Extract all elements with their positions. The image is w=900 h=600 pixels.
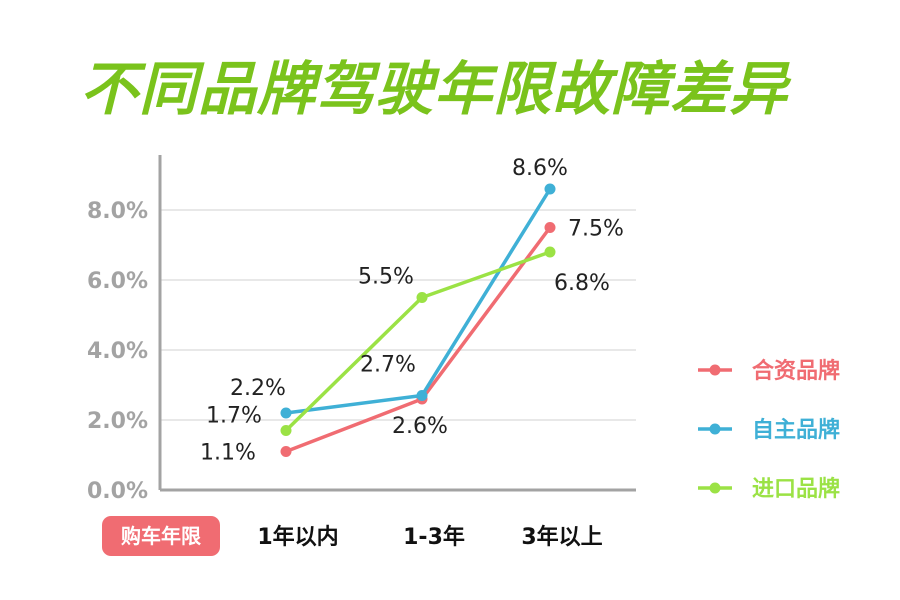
chart-title: 不同品牌驾驶年限故障差异 [80, 55, 789, 123]
data-label: 2.7% [360, 353, 416, 378]
data-point [416, 292, 428, 303]
legend-label: 合资品牌 [752, 358, 840, 384]
data-point [280, 425, 292, 436]
y-axis-ticks: 0.0% 2.0% 4.0% 6.0% 8.0% [87, 199, 148, 504]
y-tick-label: 0.0% [87, 479, 148, 504]
data-label: 7.5% [568, 217, 624, 242]
data-label: 5.5% [358, 265, 414, 290]
gridlines [160, 209, 636, 421]
legend-swatch-dot [709, 364, 721, 376]
x-tick-label: 1-3年 [403, 524, 465, 550]
legend-swatch-dot [709, 423, 721, 435]
x-axis-ticks: 1年以内 1-3年 3年以上 [257, 524, 602, 550]
data-label: 2.6% [392, 414, 448, 439]
y-tick-label: 6.0% [87, 269, 148, 294]
legend-label: 进口品牌 [752, 476, 840, 502]
data-label: 2.2% [230, 376, 286, 401]
data-point [280, 407, 292, 419]
data-point [544, 246, 556, 258]
data-label: 1.7% [206, 404, 262, 429]
data-point [544, 183, 556, 195]
data-label: 8.6% [512, 156, 568, 181]
x-tick-label: 1年以内 [257, 524, 338, 550]
data-label: 1.1% [200, 441, 256, 466]
legend-swatch-dot [709, 482, 721, 494]
legend-label: 自主品牌 [752, 417, 840, 443]
data-label: 6.8% [554, 271, 610, 296]
x-axis-badge: 购车年限 [102, 516, 220, 556]
y-tick-label: 4.0% [87, 339, 148, 364]
series-group [280, 183, 556, 457]
y-tick-label: 8.0% [87, 199, 148, 224]
x-tick-label: 3年以上 [521, 524, 602, 550]
data-labels: 1.1% 2.6% 7.5% 2.2% 2.7% 8.6% 1.7% 5.5% 6.8% [200, 156, 624, 466]
data-point [544, 222, 556, 233]
y-tick-label: 2.0% [87, 409, 148, 434]
data-point [416, 390, 428, 401]
data-point [280, 446, 292, 457]
